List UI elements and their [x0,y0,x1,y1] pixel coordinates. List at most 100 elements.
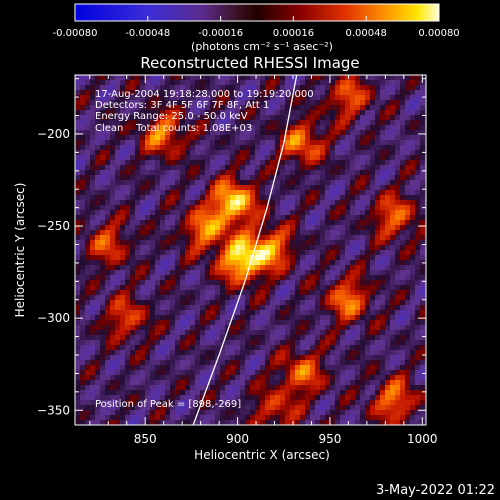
heatmap-cell [150,300,155,305]
heatmap-cell [200,100,205,105]
heatmap-cell [350,160,355,165]
heatmap-cell [175,410,180,415]
heatmap-cell [100,85,105,90]
heatmap-cell [115,295,120,300]
heatmap-cell [215,155,220,160]
heatmap-cell [235,340,240,345]
heatmap-cell [230,85,235,90]
heatmap-cell [355,380,360,385]
heatmap-cell [95,175,100,180]
heatmap-cell [360,145,365,150]
heatmap-cell [265,415,270,420]
heatmap-cell [180,415,185,420]
heatmap-cell [90,385,95,390]
heatmap-cell [385,195,390,200]
heatmap-cell [295,145,300,150]
heatmap-cell [330,175,335,180]
heatmap-cell [215,180,220,185]
heatmap-cell [410,205,415,210]
heatmap-cell [410,355,415,360]
heatmap-cell [185,305,190,310]
heatmap-cell [220,105,225,110]
heatmap-cell [410,265,415,270]
heatmap-cell [370,420,375,425]
heatmap-cell [205,280,210,285]
heatmap-cell [260,205,265,210]
heatmap-cell [260,340,265,345]
heatmap-cell [415,350,420,355]
heatmap-cell [95,150,100,155]
heatmap-cell [325,375,330,380]
heatmap-cell [370,325,375,330]
heatmap-cell [110,165,115,170]
heatmap-cell [105,145,110,150]
heatmap-cell [150,185,155,190]
heatmap-cell [145,285,150,290]
heatmap-cell [215,325,220,330]
heatmap-cell [190,220,195,225]
heatmap-cell [150,420,155,425]
heatmap-cell [230,265,235,270]
heatmap-cell [270,315,275,320]
heatmap-cell [205,115,210,120]
heatmap-cell [330,170,335,175]
heatmap-cell [145,295,150,300]
heatmap-cell [80,245,85,250]
heatmap-cell [100,255,105,260]
heatmap-cell [325,400,330,405]
heatmap-cell [310,405,315,410]
heatmap-cell [380,150,385,155]
heatmap-cell [175,215,180,220]
heatmap-cell [335,160,340,165]
heatmap-cell [270,230,275,235]
heatmap-cell [185,330,190,335]
heatmap-cell [255,360,260,365]
heatmap-cell [370,385,375,390]
heatmap-cell [220,185,225,190]
heatmap-cell [80,115,85,120]
heatmap-cell [350,240,355,245]
heatmap-cell [235,410,240,415]
heatmap-cell [400,325,405,330]
heatmap-cell [90,305,95,310]
heatmap-cell [145,355,150,360]
heatmap-cell [165,400,170,405]
heatmap-cell [145,155,150,160]
heatmap-cell [115,250,120,255]
heatmap-cell [325,390,330,395]
heatmap-cell [295,140,300,145]
heatmap-cell [420,85,425,90]
heatmap-cell [320,400,325,405]
heatmap-cell [215,175,220,180]
heatmap-cell [125,90,130,95]
heatmap-cell [260,140,265,145]
heatmap-cell [175,300,180,305]
heatmap-cell [290,330,295,335]
heatmap-cell [75,410,80,415]
heatmap-cell [315,305,320,310]
heatmap-cell [160,270,165,275]
heatmap-cell [350,100,355,105]
heatmap-cell [310,155,315,160]
heatmap-cell [110,325,115,330]
heatmap-cell [145,375,150,380]
heatmap-cell [400,205,405,210]
heatmap-cell [220,230,225,235]
heatmap-cell [140,205,145,210]
heatmap-cell [260,405,265,410]
heatmap-cell [175,100,180,105]
heatmap-cell [205,355,210,360]
heatmap-cell [400,415,405,420]
heatmap-cell [370,270,375,275]
heatmap-cell [405,245,410,250]
heatmap-cell [285,315,290,320]
heatmap-cell [260,115,265,120]
heatmap-cell [225,190,230,195]
heatmap-cell [235,255,240,260]
heatmap-cell [240,290,245,295]
heatmap-cell [420,170,425,175]
heatmap-cell [80,175,85,180]
heatmap-cell [385,370,390,375]
heatmap-cell [250,315,255,320]
heatmap-cell [190,210,195,215]
